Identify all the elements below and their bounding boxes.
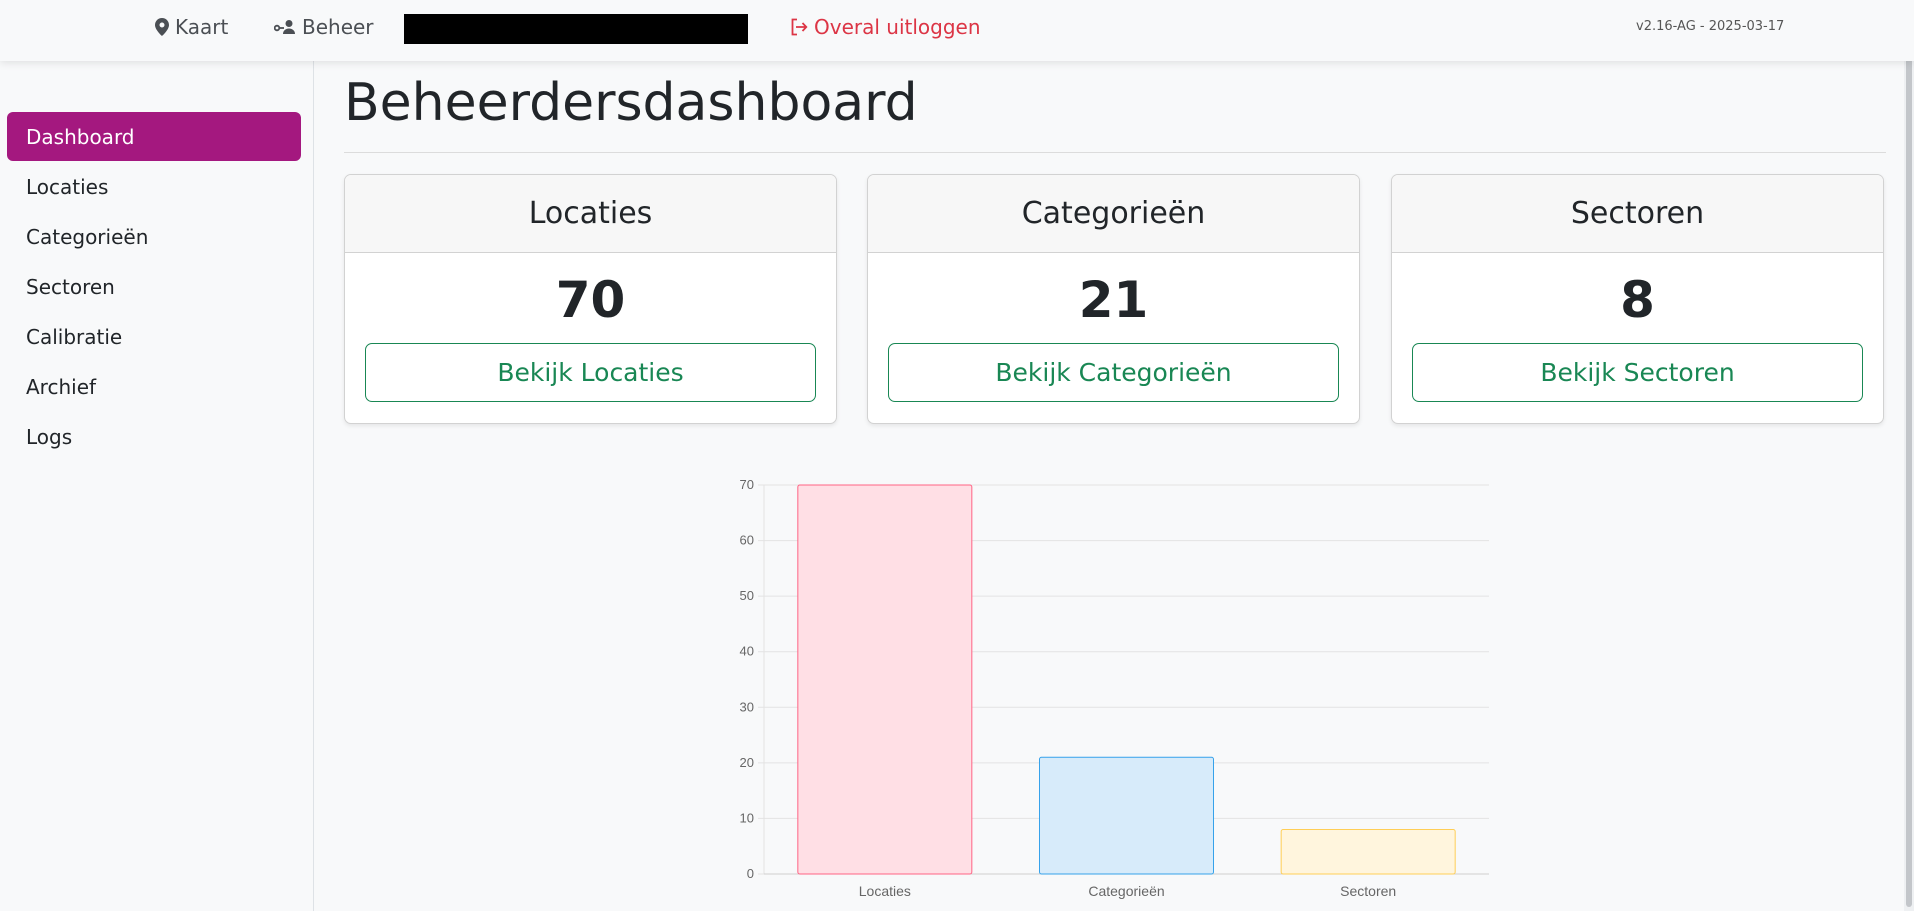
nav-kaart-label: Kaart — [175, 15, 229, 39]
chart-bar — [797, 484, 973, 875]
chart-ytick-label: 10 — [740, 810, 754, 825]
logout-link[interactable]: Overal uitloggen — [790, 14, 981, 40]
sidebar-item-dashboard[interactable]: Dashboard — [7, 112, 301, 161]
card-count: 8 — [1620, 271, 1655, 329]
nav-beheer-label: Beheer — [302, 15, 374, 39]
card-title: Locaties — [345, 175, 836, 253]
map-pin-icon — [155, 18, 169, 36]
chart-bar — [1039, 756, 1214, 875]
view-locaties-button[interactable]: Bekijk Locaties — [365, 343, 816, 402]
title-divider — [344, 152, 1886, 153]
page-scrollbar[interactable] — [1904, 0, 1914, 911]
nav-kaart-link[interactable]: Kaart — [155, 14, 228, 40]
chart-ytick-label: 20 — [740, 755, 754, 770]
logout-label: Overal uitloggen — [814, 15, 981, 39]
sidebar-item-archief[interactable]: Archief — [26, 374, 97, 399]
sidebar-item-sectoren[interactable]: Sectoren — [26, 274, 115, 299]
card-categorieen: Categorieën 21 Bekijk Categorieën — [867, 174, 1360, 424]
chart-ytick-label: 40 — [740, 644, 754, 659]
chart-xtick-label: Locaties — [859, 883, 911, 899]
page-title: Beheerdersdashboard — [344, 73, 918, 133]
card-title: Categorieën — [868, 175, 1359, 253]
scrollbar-thumb[interactable] — [1906, 2, 1912, 907]
view-categorieen-button[interactable]: Bekijk Categorieën — [888, 343, 1339, 402]
chart-ytick-label: 70 — [740, 477, 754, 492]
chart-ytick-label: 30 — [740, 699, 754, 714]
chart-ytick-label: 60 — [740, 533, 754, 548]
card-sectoren: Sectoren 8 Bekijk Sectoren — [1391, 174, 1884, 424]
card-locaties: Locaties 70 Bekijk Locaties — [344, 174, 837, 424]
sidebar: Dashboard Locaties Categorieën Sectoren … — [0, 61, 314, 911]
view-sectoren-button[interactable]: Bekijk Sectoren — [1412, 343, 1863, 402]
user-key-icon — [274, 19, 296, 35]
nav-beheer-link[interactable]: Beheer — [274, 14, 374, 40]
card-count: 21 — [1078, 271, 1149, 329]
redacted-block — [404, 14, 748, 44]
version-label: v2.16-AG - 2025-03-17 — [1636, 19, 1785, 34]
chart-xtick-label: Sectoren — [1340, 883, 1396, 899]
chart-bar — [1280, 829, 1456, 875]
main-content: Beheerdersdashboard Locaties 70 Bekijk L… — [315, 61, 1914, 911]
card-count: 70 — [555, 271, 626, 329]
sidebar-item-categorieen[interactable]: Categorieën — [26, 224, 149, 249]
sidebar-item-logs[interactable]: Logs — [26, 424, 73, 449]
top-navbar: Kaart Beheer Overal uitloggen v2.16-AG -… — [0, 0, 1914, 61]
sidebar-item-calibratie[interactable]: Calibratie — [26, 324, 123, 349]
logout-icon — [790, 18, 808, 36]
card-title: Sectoren — [1392, 175, 1883, 253]
chart-ytick-label: 0 — [747, 866, 754, 881]
chart-ytick-label: 50 — [740, 588, 754, 603]
sidebar-item-locaties[interactable]: Locaties — [26, 174, 109, 199]
chart-xtick-label: Categorieën — [1088, 883, 1164, 899]
